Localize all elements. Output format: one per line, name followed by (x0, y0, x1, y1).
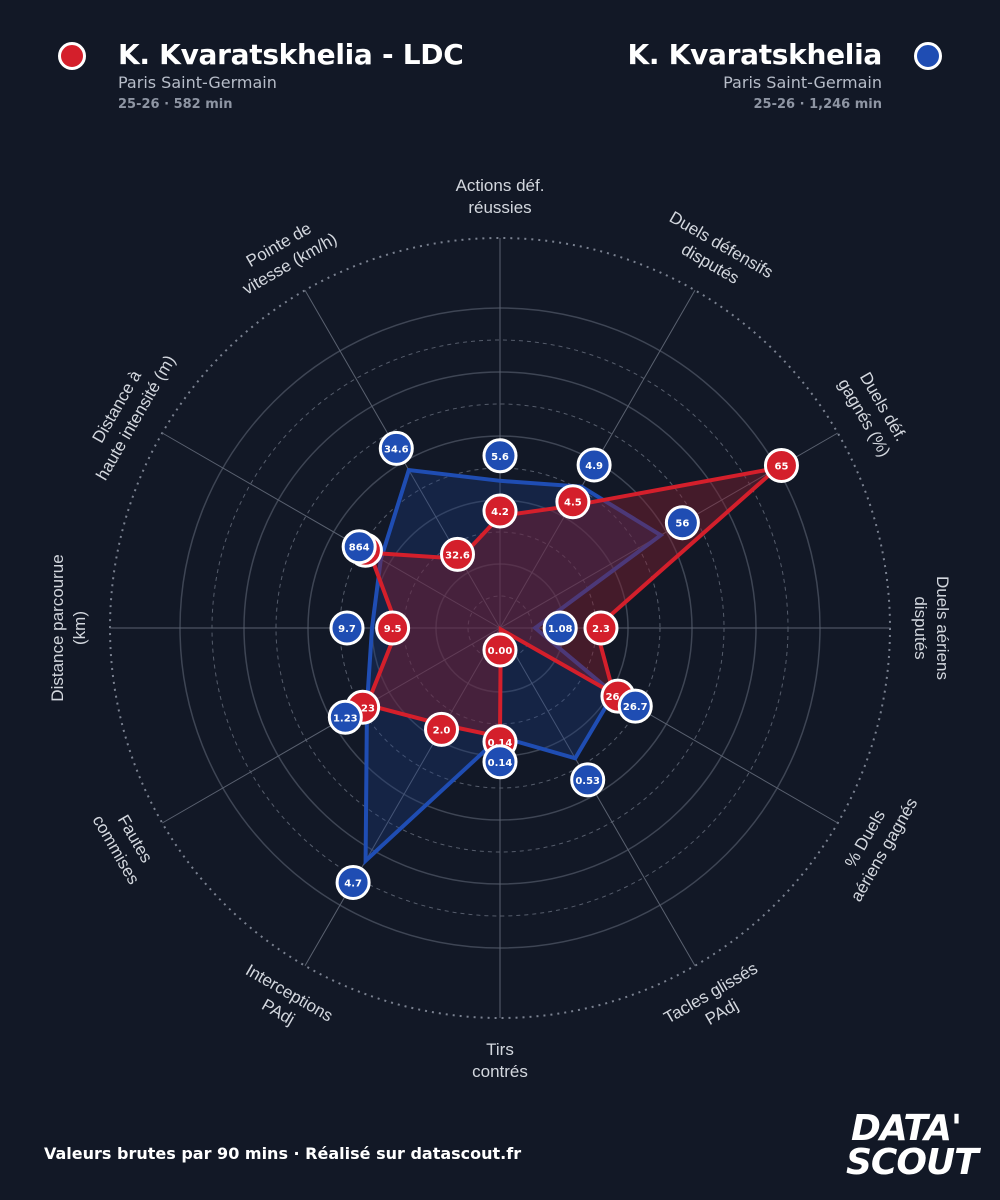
left-value-dot (424, 711, 459, 747)
axis-spoke (499, 627, 696, 966)
left-player-meta: 25-26 · 582 min (118, 97, 233, 112)
right-value-label: 4.9 (585, 461, 603, 472)
right-value-label: 864 (349, 543, 370, 554)
left-value-label: 4.2 (491, 507, 509, 518)
left-value-dot (482, 632, 518, 668)
right-value-label: 5.6 (491, 452, 509, 463)
left-value-dot (440, 536, 475, 572)
right-value-dot (327, 699, 363, 735)
legend-left-dot (58, 42, 86, 70)
axis-label: Duels déf.gagnés (%) (834, 369, 910, 460)
axis-spoke (162, 432, 501, 629)
right-value-dot (576, 447, 612, 483)
left-value-label: 1.23 (350, 703, 375, 714)
left-value-label: 26.7 (606, 692, 631, 703)
axis-label-line: Tirs (486, 1040, 514, 1059)
right-value-label: 9.7 (338, 624, 356, 635)
right-value-dot (335, 864, 371, 900)
datascout-logo: DATA' SCOUT (846, 1108, 979, 1183)
legend-right-dot (914, 42, 942, 70)
axis-spoke (304, 627, 501, 966)
right-value-dot (378, 430, 414, 466)
right-player-meta: 25-26 · 1,246 min (753, 97, 882, 112)
right-value-label: 0.53 (575, 776, 600, 787)
right-value-dot (482, 744, 518, 780)
right-value-label: 1.23 (333, 713, 358, 724)
right-value-label: 26.7 (623, 702, 648, 713)
logo-line-1: DATA' (851, 1108, 962, 1149)
right-value-dot (664, 505, 700, 541)
axis-label-line: Duels aériens (933, 576, 952, 680)
left-value-label: 32.6 (445, 550, 470, 561)
left-value-label: 2.3 (592, 624, 610, 635)
left-player-team: Paris Saint-Germain (118, 73, 277, 92)
left-value-label: 4.5 (564, 498, 582, 509)
right-value-dot (617, 688, 653, 724)
right-value-label: 0.14 (488, 758, 513, 769)
left-value-label: 2.0 (433, 725, 451, 736)
axis-label: Tirs contrés (472, 1040, 528, 1081)
axis-label-line: Actions déf. (456, 176, 545, 195)
axis-label-line: Distance parcourue (48, 554, 67, 701)
left-value-dot (583, 610, 619, 646)
right-player-team: Paris Saint-Germain (723, 73, 882, 92)
logo-line-2: SCOUT (846, 1142, 979, 1183)
axis-label-line: disputés (911, 596, 930, 659)
left-value-dot (555, 484, 591, 520)
left-player-name: K. Kvaratskhelia - LDC (118, 38, 464, 71)
right-player-name: K. Kvaratskhelia (627, 38, 882, 71)
left-value-label: 65 (774, 462, 788, 473)
axis-label-line: contrés (472, 1062, 528, 1081)
right-value-dot (482, 438, 518, 474)
right-value-dot (329, 610, 365, 646)
right-value-dot (341, 529, 377, 565)
right-value-label: 4.7 (344, 878, 362, 889)
left-value-dot (482, 493, 518, 529)
right-value-dot (570, 762, 606, 798)
right-value-dot (542, 610, 578, 646)
footer-note: Valeurs brutes par 90 mins · Réalisé sur… (44, 1144, 522, 1163)
axis-label-line: (km) (70, 611, 89, 645)
left-value-dot (763, 448, 799, 483)
axis-label-line: réussies (468, 198, 531, 217)
left-value-dot (375, 610, 411, 646)
axis-label: Actions déf. réussies (456, 176, 545, 217)
right-value-label: 34.6 (384, 444, 409, 455)
left-value-label: 9.5 (384, 624, 402, 635)
axis-label: Distance parcourue (km) (48, 554, 89, 701)
right-value-label: 56 (675, 519, 689, 530)
left-value-label: 0.14 (488, 738, 513, 749)
right-value-label: 1.08 (548, 624, 573, 635)
left-value-label: 0.00 (488, 646, 513, 657)
